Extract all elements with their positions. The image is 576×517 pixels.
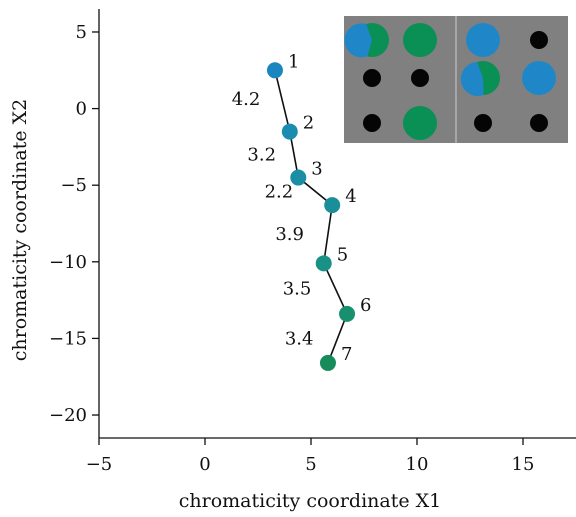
x-tick-label: 0 <box>199 454 210 475</box>
chart-marks: 4.2 3.2 2.2 3.9 3.5 3.4 1 2 3 4 5 6 7 <box>232 51 371 371</box>
y-tick-label: −20 <box>49 405 87 426</box>
x-axis-title: chromaticity coordinate X1 <box>179 490 442 512</box>
inset-dot <box>466 23 500 57</box>
inset-pie-dot <box>460 61 500 97</box>
inset-dot <box>403 23 437 57</box>
data-point-1 <box>266 62 283 79</box>
x-tick-label: 10 <box>406 454 429 475</box>
y-tick-label: −15 <box>49 328 87 349</box>
y-tick-label: −10 <box>49 252 87 273</box>
segment-distance-label: 3.5 <box>283 279 312 300</box>
inset-pie-slice <box>344 23 372 58</box>
y-tick-label: 0 <box>76 99 87 120</box>
inset-dot <box>403 106 437 140</box>
data-point-4 <box>324 197 341 214</box>
inset-dot <box>474 114 492 132</box>
inset-pie-dot <box>344 23 389 58</box>
x-tick-label: 15 <box>512 454 535 475</box>
data-point-7 <box>319 354 336 371</box>
inset-pie-slice <box>460 62 484 97</box>
point-label-2: 2 <box>303 113 314 134</box>
segment-distance-label: 4.2 <box>232 89 261 110</box>
inset-dot <box>522 61 556 95</box>
point-label-6: 6 <box>360 295 371 316</box>
inset-dot <box>411 69 429 87</box>
inset-dot <box>530 31 548 49</box>
segment-distance-label: 3.4 <box>285 328 314 349</box>
point-label-1: 1 <box>288 51 299 72</box>
data-point-2 <box>281 123 298 140</box>
segment-distance-label: 3.2 <box>247 145 276 166</box>
x-tick-label: 5 <box>305 454 316 475</box>
point-label-3: 3 <box>311 159 322 180</box>
inset-dot <box>363 114 381 132</box>
color-pattern-inset <box>344 16 568 143</box>
y-tick-label: −5 <box>60 175 87 196</box>
y-tick-label: 5 <box>76 22 87 43</box>
point-label-7: 7 <box>341 344 352 365</box>
data-point-5 <box>315 255 332 272</box>
inset-dot <box>363 69 381 87</box>
point-label-5: 5 <box>337 244 348 265</box>
y-axis-title: chromaticity coordinate X2 <box>9 99 31 362</box>
data-point-3 <box>290 169 307 186</box>
segment-distance-label: 3.9 <box>275 224 304 245</box>
segment-distance-label: 2.2 <box>265 181 294 202</box>
x-tick-label: −5 <box>86 454 113 475</box>
point-label-4: 4 <box>345 186 356 207</box>
data-point-6 <box>339 305 356 322</box>
inset-dot <box>530 114 548 132</box>
